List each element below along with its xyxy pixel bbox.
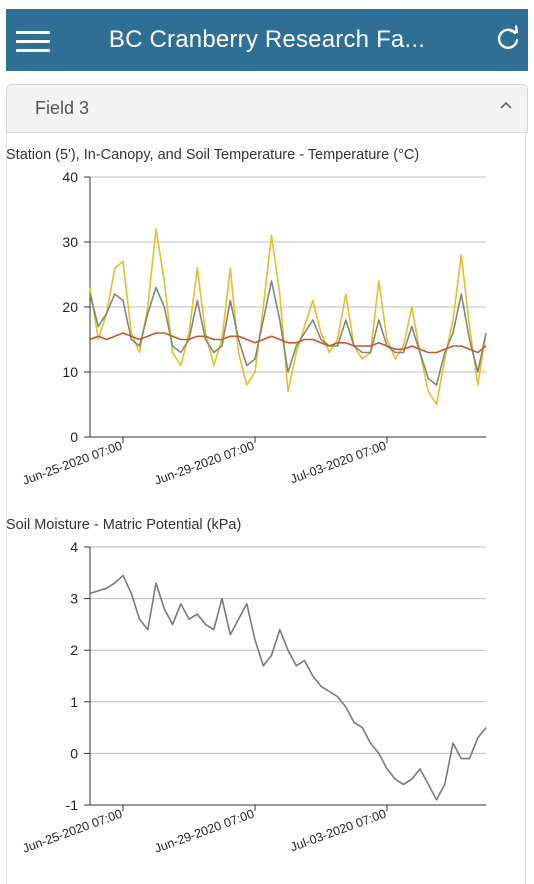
series-line: [89, 332, 487, 354]
y-tick-label: 4: [70, 539, 78, 555]
y-tick-label: 30: [62, 234, 78, 250]
x-tick-label: Jun-29-2020 07:00: [153, 439, 256, 488]
hamburger-menu-icon[interactable]: [16, 31, 50, 53]
temperature-chart-title: Station (5'), In-Canopy, and Soil Temper…: [6, 147, 420, 163]
y-tick-label: 3: [70, 591, 78, 607]
x-tick-label: Jul-03-2020 07:00: [289, 807, 389, 855]
chevron-up-icon[interactable]: [497, 97, 515, 115]
y-tick-label: 0: [70, 429, 78, 445]
x-tick-label: Jun-25-2020 07:00: [21, 807, 124, 856]
series-line: [89, 574, 487, 801]
panel-title: Field 3: [35, 98, 90, 118]
y-tick-label: 1: [70, 694, 78, 710]
soil-moisture-chart-title: Soil Moisture - Matric Potential (kPa): [6, 517, 242, 533]
app-title: BC Cranberry Research Fa...: [108, 26, 426, 53]
panel-body: [6, 130, 526, 884]
soil-moisture-chart: -1 0 1 2 3 4 Jun-25-2020 07:00 Jun-29-2020 07:0…: [21, 539, 487, 856]
app-header: BC Cranberry Research Fa...: [6, 9, 528, 71]
y-tick-label: 2: [70, 642, 78, 658]
temperature-chart: 0 10 20 30 40 Jun-25-2020 07:00 Jun-29-2020 07…: [21, 169, 487, 488]
panel-header[interactable]: Field 3: [6, 84, 528, 133]
x-tick-label: Jun-29-2020 07:00: [153, 807, 256, 856]
y-tick-label: -1: [66, 797, 79, 813]
y-tick-label: 20: [62, 299, 78, 315]
x-tick-label: Jun-25-2020 07:00: [21, 439, 124, 488]
x-tick-label: Jul-03-2020 07:00: [289, 439, 389, 487]
series-line: [89, 280, 487, 386]
series-line: [89, 228, 487, 406]
y-tick-label: 40: [62, 169, 78, 185]
y-tick-label: 10: [62, 364, 78, 380]
refresh-icon[interactable]: [494, 25, 522, 53]
y-tick-label: 0: [70, 745, 78, 761]
